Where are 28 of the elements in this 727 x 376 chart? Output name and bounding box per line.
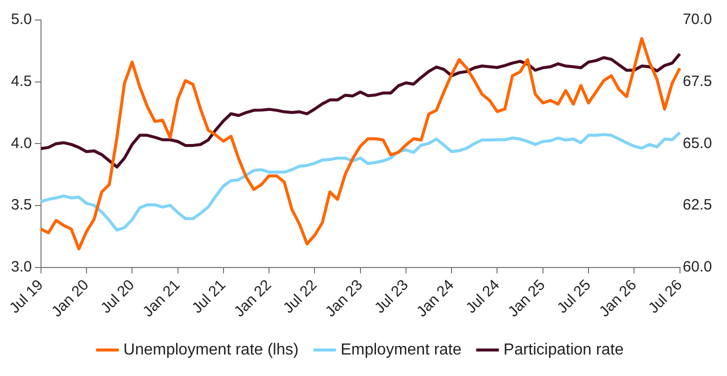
legend-label: Unemployment rate (lhs) <box>123 341 299 358</box>
x-tick-label: Jan 24 <box>413 276 458 320</box>
y2-tick-label: 70.0 <box>682 11 712 28</box>
x-tick-label: Jan 23 <box>322 276 366 320</box>
y2-tick-label: 62.5 <box>682 196 712 214</box>
x-tick-label: Jul 21 <box>188 276 230 317</box>
y-tick-label: 4.5 <box>10 72 32 90</box>
x-tick-label: Jan 21 <box>140 276 184 320</box>
x-tick-label: Jul 23 <box>371 276 412 317</box>
x-tick-label: Jul 19 <box>6 276 47 317</box>
x-tick-label: Jan 20 <box>48 276 92 320</box>
y2-tick-label: 65.0 <box>682 134 712 152</box>
x-tick-label: Jul 26 <box>645 276 686 317</box>
x-tick-label: Jul 20 <box>98 276 138 317</box>
y2-tick-label: 60.0 <box>682 258 712 276</box>
x-tick-label: Jan 22 <box>230 276 275 320</box>
legend-label: Employment rate <box>340 341 462 358</box>
y-tick-label: 3.0 <box>10 258 32 276</box>
y-tick-label: 5.0 <box>10 11 32 28</box>
x-tick-label: Jul 25 <box>554 276 594 317</box>
x-tick-label: Jan 25 <box>504 276 549 320</box>
x-tick-label: Jul 22 <box>280 276 320 317</box>
legend-label: Participation rate <box>504 341 624 358</box>
y2-tick-label: 67.5 <box>682 72 712 90</box>
x-tick-label: Jul 24 <box>462 276 504 317</box>
y-tick-label: 4.0 <box>10 134 32 152</box>
y-tick-label: 3.5 <box>10 196 32 214</box>
x-tick-label: Jan 26 <box>596 276 640 320</box>
